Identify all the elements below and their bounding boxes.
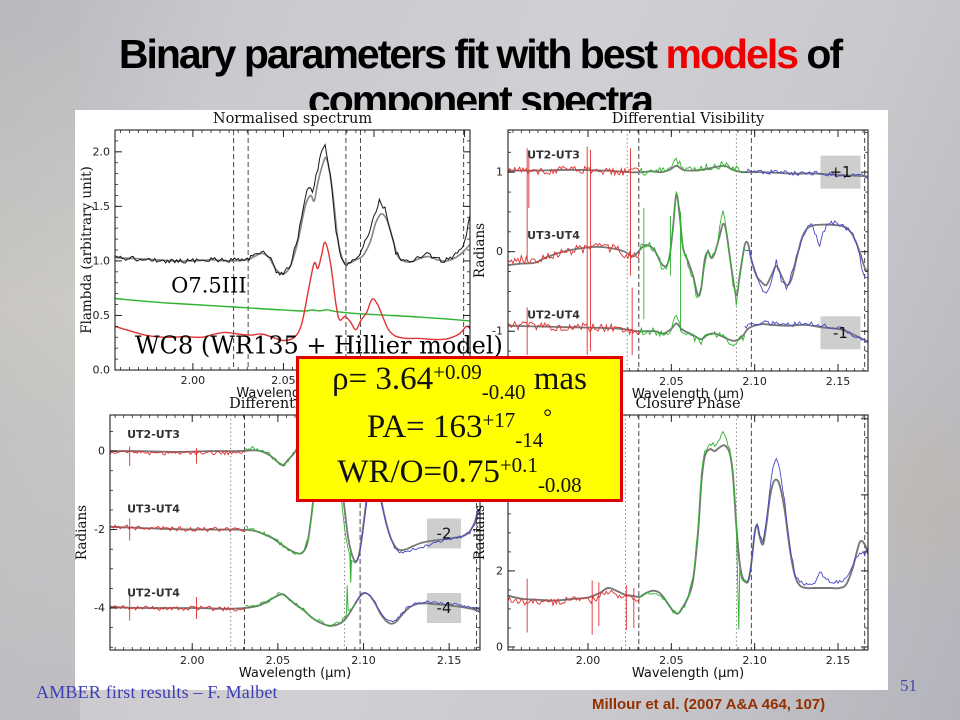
- panel-differential-visibility: 2.002.052.102.15-101+1-1UT2-UT3UT3-UT4UT…: [472, 111, 869, 402]
- series-data-ut2ut4-red: [110, 604, 246, 612]
- annotation-label: UT3-UT4: [127, 502, 180, 515]
- x-axis-label: Wavelength (µm): [239, 666, 351, 681]
- annotation-label: UT2-UT3: [527, 149, 580, 162]
- y-tick-label: 0: [98, 445, 105, 458]
- series-data-ut3ut4-green: [639, 191, 746, 306]
- series-data-closure-green: [639, 430, 748, 630]
- annotation-label: WC8 (WR135 + Hillier model): [135, 332, 503, 360]
- series-o-star-spectrum: [115, 297, 470, 322]
- series-data-ut3ut4-red: [110, 524, 246, 533]
- x-tick-label: 2.15: [826, 375, 851, 388]
- series-data-ut2ut3-red: [508, 165, 641, 177]
- x-tick-label: 2.10: [742, 375, 767, 388]
- y-tick-label: 0.5: [93, 309, 111, 322]
- series-data-ut2ut4-blue: [354, 591, 480, 623]
- series-observed-spectrum: [115, 143, 470, 276]
- footer-citation: Millour et al. (2007 A&A 464, 107): [592, 696, 826, 713]
- value-chip-label: -4: [437, 599, 452, 617]
- annotation-label: O7.5III: [171, 274, 247, 298]
- rho-result: ρ= 3.64+0.09-0.40 mas: [332, 360, 587, 404]
- series-data-closure-blue: [746, 457, 868, 586]
- slide-title: Binary parameters fit with best models o…: [0, 32, 960, 124]
- y-tick-label: 1.0: [93, 254, 111, 267]
- series-data-ut2ut3-green: [639, 157, 745, 176]
- pa-result: PA= 163+17-14°: [366, 404, 553, 453]
- annotation-label: UT2-UT3: [127, 428, 180, 441]
- title-segment: models: [665, 31, 799, 78]
- series-model-ut3ut4: [508, 193, 868, 297]
- series-data-closure-red: [508, 589, 641, 607]
- panel-title: Normalised spectrum: [213, 111, 372, 127]
- series-data-ut2ut4-green: [245, 585, 356, 628]
- y-tick-label: 0: [496, 640, 503, 653]
- panel-closure-phase: 2.002.052.102.150246Closure PhaseWavelen…: [472, 396, 869, 681]
- x-tick-label: 2.05: [659, 654, 684, 667]
- y-tick-label: -1: [492, 325, 503, 338]
- title-segment: of: [797, 31, 843, 78]
- panel-title: Differential Visibility: [612, 111, 765, 127]
- y-tick-label: -2: [94, 523, 105, 536]
- value-chip-label: -1: [833, 324, 848, 342]
- series-data-ut3ut4-red: [508, 242, 641, 265]
- series-data-ut2ut3-blue: [744, 168, 868, 179]
- annotation-label: UT3-UT4: [527, 229, 580, 242]
- x-tick-label: 2.15: [437, 654, 462, 667]
- x-tick-label: 2.15: [826, 654, 851, 667]
- series-model-ut3ut4: [110, 422, 480, 563]
- series-data-ut2ut3-red: [110, 450, 246, 456]
- series-data-ut3ut4-blue: [744, 220, 868, 294]
- y-tick-label: 2: [496, 564, 503, 577]
- annotation-label: UT2-UT4: [127, 586, 180, 599]
- y-axis-label: Flambda (arbitrary unit): [79, 166, 95, 334]
- y-tick-label: 1: [496, 166, 503, 179]
- value-chip: [427, 593, 462, 624]
- y-tick-label: 1.5: [93, 200, 111, 213]
- title-segment: Binary parameters fit with best: [118, 31, 666, 78]
- value-chip: [820, 155, 861, 189]
- y-axis-label: Radians: [472, 505, 488, 560]
- value-chip-label: -2: [437, 524, 452, 542]
- series-data-ut2ut4-green: [639, 314, 746, 347]
- panel-title: Closure Phase: [635, 396, 740, 412]
- x-tick-label: 2.10: [351, 654, 376, 667]
- annotation-label: UT2-UT4: [527, 309, 580, 322]
- x-tick-label: 2.05: [266, 654, 291, 667]
- footer-presentation-title: AMBER first results – F. Malbet: [36, 682, 278, 702]
- fit-results-box: ρ= 3.64+0.09-0.40 mas PA= 163+17-14° WR/…: [296, 356, 623, 502]
- y-tick-label: 2.0: [93, 145, 111, 158]
- series-model-ut2ut3: [508, 164, 868, 178]
- y-tick-label: -4: [94, 602, 105, 615]
- y-tick-label: 0.0: [93, 364, 111, 377]
- slide-page-number: 51: [900, 676, 917, 695]
- flux-ratio-result: WR/O=0.75+0.1-0.08: [337, 452, 582, 497]
- x-tick-label: 2.05: [659, 375, 684, 388]
- x-axis-label: Wavelength (µm): [632, 666, 744, 681]
- y-axis-label: Radians: [74, 505, 90, 560]
- value-chip: [820, 316, 861, 350]
- x-tick-label: 2.05: [271, 374, 296, 387]
- x-tick-label: 2.10: [742, 654, 767, 667]
- value-chip-label: +1: [829, 163, 851, 181]
- series-wr-star-spectrum: [115, 241, 470, 342]
- series-data-ut2ut4-blue: [744, 320, 868, 343]
- y-axis-label: Radians: [472, 223, 488, 278]
- x-tick-label: 2.00: [181, 374, 206, 387]
- series-data-ut2ut4-red: [508, 320, 641, 336]
- x-tick-label: 2.00: [576, 654, 601, 667]
- x-axis-label: Wavelength (µm): [632, 387, 744, 402]
- series-model-ut2ut4: [508, 322, 868, 343]
- x-tick-label: 2.00: [180, 654, 205, 667]
- y-tick-label: 0: [496, 245, 503, 258]
